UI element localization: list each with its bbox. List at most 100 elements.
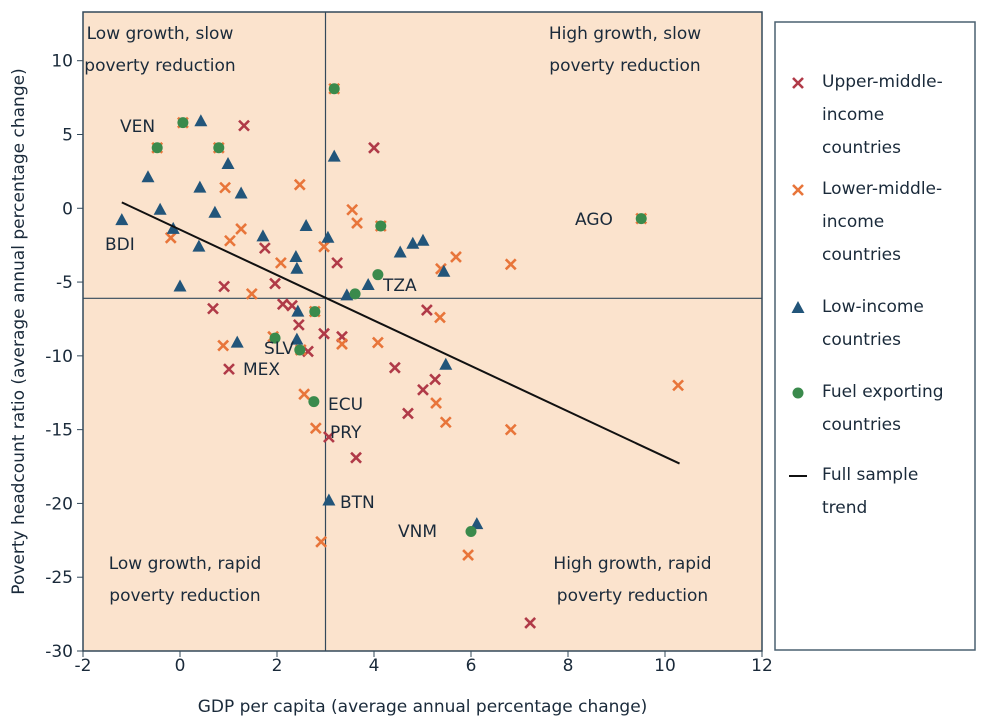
triangle-marker xyxy=(230,335,244,348)
triangle-marker xyxy=(393,245,407,258)
circle-marker xyxy=(375,220,387,232)
x-marker xyxy=(434,311,446,324)
y-tick-label: 10 xyxy=(51,52,73,72)
circle-marker xyxy=(309,306,321,318)
circle-marker xyxy=(349,288,361,300)
legend-marker xyxy=(792,77,804,89)
quadrant-label: High growth, rapid poverty reduction xyxy=(553,554,712,606)
legend-label: Full sample trend xyxy=(822,465,919,518)
country-label: MEX xyxy=(243,360,281,380)
circle-marker xyxy=(328,83,340,95)
x-marker xyxy=(245,287,258,300)
y-tick-label: -15 xyxy=(45,421,73,441)
plot-area xyxy=(82,11,763,652)
triangle-marker xyxy=(291,304,305,317)
country-label: VNM xyxy=(398,522,438,542)
quadrant-label: Low growth, slow poverty reduction xyxy=(84,24,236,76)
triangle-marker xyxy=(327,149,341,162)
x-marker xyxy=(504,258,517,271)
triangle-marker xyxy=(289,249,303,262)
country-label: BTN xyxy=(340,493,375,513)
x-marker xyxy=(417,383,429,396)
triangle-marker xyxy=(299,218,313,231)
x-marker xyxy=(235,223,248,235)
y-tick-label: 0 xyxy=(62,199,73,219)
x-marker xyxy=(276,298,289,311)
country-label: PRY xyxy=(330,423,362,443)
x-tick-label: 6 xyxy=(466,656,477,676)
triangle-marker xyxy=(193,180,207,193)
triangle-marker xyxy=(234,186,248,199)
x-marker xyxy=(223,363,235,376)
x-marker xyxy=(293,178,306,191)
triangle-marker xyxy=(437,264,451,277)
x-marker xyxy=(286,299,298,312)
x-marker xyxy=(274,256,287,269)
circle-marker xyxy=(151,142,163,154)
circle-marker xyxy=(372,269,384,281)
triangle-marker xyxy=(153,202,167,215)
x-marker xyxy=(351,217,363,229)
x-marker xyxy=(218,280,231,293)
x-marker xyxy=(318,327,330,340)
triangle-marker xyxy=(361,278,375,291)
triangle-marker xyxy=(208,205,222,218)
x-marker xyxy=(269,277,281,290)
x-marker xyxy=(388,361,401,374)
x-marker xyxy=(309,422,322,435)
x-marker xyxy=(322,431,335,443)
triangle-marker xyxy=(192,239,206,252)
triangle-marker xyxy=(221,157,235,170)
x-marker xyxy=(207,302,219,315)
triangle-marker xyxy=(256,229,270,242)
circle-marker xyxy=(294,344,306,356)
triangle-marker xyxy=(141,170,155,183)
legend-label: Fuel exporting countries xyxy=(822,382,944,435)
x-axis-label: GDP per capita (average annual percentag… xyxy=(198,697,648,717)
x-marker xyxy=(672,379,685,392)
legend-label: Lower-middle-income countries xyxy=(822,179,943,265)
country-label: TZA xyxy=(383,276,417,296)
x-marker xyxy=(430,397,442,409)
quadrant-label: Low growth, rapid poverty reduction xyxy=(108,554,262,606)
x-marker xyxy=(238,119,250,132)
triangle-marker xyxy=(166,221,180,234)
x-tick-label: 8 xyxy=(563,656,574,676)
x-marker xyxy=(331,256,344,269)
circle-marker xyxy=(177,117,189,129)
x-marker xyxy=(336,338,348,350)
x-marker xyxy=(219,181,232,194)
x-tick-label: 2 xyxy=(272,656,283,676)
triangle-marker xyxy=(322,493,336,506)
circle-marker xyxy=(465,525,477,537)
y-tick-label: -30 xyxy=(45,642,73,662)
y-tick-label: 5 xyxy=(62,125,73,145)
triangle-marker xyxy=(321,230,335,243)
x-marker xyxy=(524,617,537,629)
x-marker xyxy=(462,549,475,561)
x-marker xyxy=(402,407,414,420)
x-marker xyxy=(429,373,442,386)
y-tick-label: -25 xyxy=(45,568,73,588)
legend-label: Low-income countries xyxy=(822,297,924,350)
legend-box xyxy=(774,21,976,651)
triangle-marker xyxy=(340,288,354,301)
x-marker xyxy=(164,231,177,244)
x-tick-label: 12 xyxy=(751,656,773,676)
x-marker xyxy=(371,336,384,349)
quadrant-label: High growth, slow poverty reduction xyxy=(548,24,702,76)
y-tick-label: -10 xyxy=(45,347,73,367)
triangle-marker xyxy=(470,517,484,530)
country-label: ECU xyxy=(328,395,364,415)
triangle-marker xyxy=(290,332,304,345)
x-tick-label: 10 xyxy=(654,656,676,676)
country-label: AGO xyxy=(575,210,613,230)
x-marker xyxy=(258,242,271,255)
x-marker xyxy=(318,240,330,253)
y-tick-label: -5 xyxy=(56,273,73,293)
triangle-marker xyxy=(194,114,208,127)
triangle-marker xyxy=(416,233,430,246)
triangle-marker xyxy=(406,236,420,249)
